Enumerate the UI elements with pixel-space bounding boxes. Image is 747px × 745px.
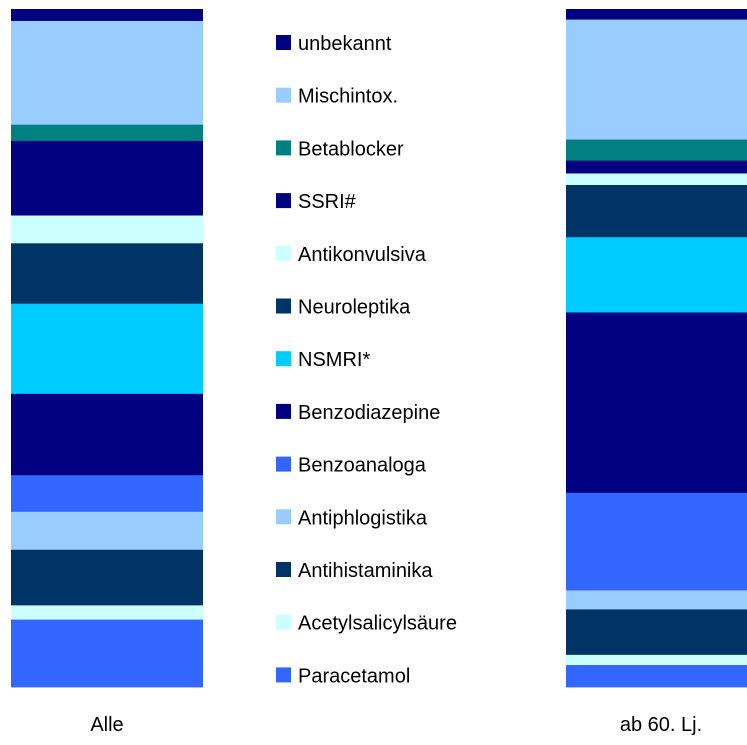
bar-segment-alle-antiphlogistika	[11, 511, 203, 550]
legend-label-antikonvulsiva: Antikonvulsiva	[298, 244, 427, 266]
bar-segment-alle-neuroleptika	[11, 242, 203, 304]
legend-label-acetylsalicyls-ure: Acetylsalicylsäure	[298, 613, 457, 635]
legend-item-antiphlogistika: Antiphlogistika	[276, 507, 428, 529]
bar-segment-ab-60-lj-mischintox	[566, 19, 747, 140]
legend-item-ssri: SSRI#	[276, 191, 357, 213]
legend-item-neuroleptika: Neuroleptika	[276, 297, 411, 319]
legend-label-mischintox: Mischintox.	[298, 86, 398, 108]
legend-item-antihistaminika: Antihistaminika	[276, 560, 433, 582]
bars-group	[11, 9, 747, 688]
bar-segment-ab-60-lj-nsmri	[566, 236, 747, 313]
legend-swatch-antiphlogistika	[276, 509, 291, 525]
bar-segment-ab-60-lj-antikonvulsiva	[566, 173, 747, 186]
legend-swatch-betablocker	[276, 140, 291, 156]
legend-item-unbekannt: unbekannt	[276, 33, 392, 55]
legend-swatch-antikonvulsiva	[276, 245, 291, 261]
category-label-ab-60-lj: ab 60. Lj.	[620, 714, 702, 736]
legend-label-unbekannt: unbekannt	[298, 33, 392, 55]
legend-label-benzodiazepine: Benzodiazepine	[298, 402, 440, 424]
bar-segment-alle-benzoanaloga	[11, 474, 203, 512]
bar-segment-ab-60-lj-acetylsalicyls-ure	[566, 654, 747, 666]
legend-swatch-mischintox	[276, 87, 291, 103]
category-labels: Alle ab 60. Lj.	[90, 714, 702, 736]
bar-segment-ab-60-lj-benzodiazepine	[566, 312, 747, 493]
bar-segment-ab-60-lj-paracetamol	[566, 664, 747, 688]
bar-segment-alle-antihistaminika	[11, 549, 203, 606]
legend-label-benzoanaloga: Benzoanaloga	[298, 455, 427, 477]
legend-item-nsmri: NSMRI*	[276, 349, 370, 371]
legend-item-acetylsalicyls-ure: Acetylsalicylsäure	[276, 613, 457, 635]
legend-swatch-antihistaminika	[276, 562, 291, 577]
legend-swatch-neuroleptika	[276, 298, 291, 314]
legend-item-antikonvulsiva: Antikonvulsiva	[276, 244, 427, 266]
legend-item-betablocker: Betablocker	[276, 138, 404, 160]
legend-swatch-acetylsalicyls-ure	[276, 614, 291, 630]
bar-segment-ab-60-lj-antiphlogistika	[566, 590, 747, 610]
legend-label-ssri: SSRI#	[298, 191, 357, 213]
legend-item-paracetamol: Paracetamol	[276, 665, 410, 687]
legend-item-benzoanaloga: Benzoanaloga	[276, 455, 427, 477]
legend-swatch-ssri	[276, 193, 291, 209]
bar-segment-ab-60-lj-antihistaminika	[566, 609, 747, 655]
bar-segment-ab-60-lj-benzoanaloga	[566, 492, 747, 591]
legend-swatch-nsmri	[276, 351, 291, 367]
bar-segment-alle-nsmri	[11, 303, 203, 394]
legend: unbekannt Mischintox. Betablocker SSRI# Anti…	[276, 33, 457, 687]
bar-segment-alle-paracetamol	[11, 619, 203, 688]
legend-label-antiphlogistika: Antiphlogistika	[298, 507, 428, 529]
legend-swatch-paracetamol	[276, 667, 291, 683]
bar-segment-alle-antikonvulsiva	[11, 215, 203, 244]
legend-label-antihistaminika: Antihistaminika	[298, 560, 433, 582]
legend-swatch-benzodiazepine	[276, 403, 291, 419]
legend-label-nsmri: NSMRI*	[298, 349, 370, 371]
legend-swatch-unbekannt	[276, 35, 291, 50]
bar-segment-alle-mischintox	[11, 20, 203, 125]
legend-swatch-benzoanaloga	[276, 456, 291, 472]
legend-label-betablocker: Betablocker	[298, 138, 404, 160]
bar-segment-ab-60-lj-neuroleptika	[566, 184, 747, 238]
bar-segment-alle-unbekannt	[11, 9, 203, 21]
bar-segment-alle-acetylsalicyls-ure	[11, 604, 203, 620]
category-label-alle: Alle	[90, 714, 123, 736]
bar-segment-ab-60-lj-ssri	[566, 160, 747, 174]
legend-label-neuroleptika: Neuroleptika	[298, 297, 411, 319]
bar-segment-ab-60-lj-unbekannt	[566, 9, 747, 20]
legend-item-benzodiazepine: Benzodiazepine	[276, 402, 440, 424]
legend-label-paracetamol: Paracetamol	[298, 665, 410, 687]
legend-item-mischintox: Mischintox.	[276, 86, 398, 108]
bar-segment-alle-betablocker	[11, 124, 203, 141]
bar-segment-ab-60-lj-betablocker	[566, 139, 747, 161]
bar-segment-alle-benzodiazepine	[11, 393, 203, 476]
bar-segment-alle-ssri	[11, 140, 203, 216]
